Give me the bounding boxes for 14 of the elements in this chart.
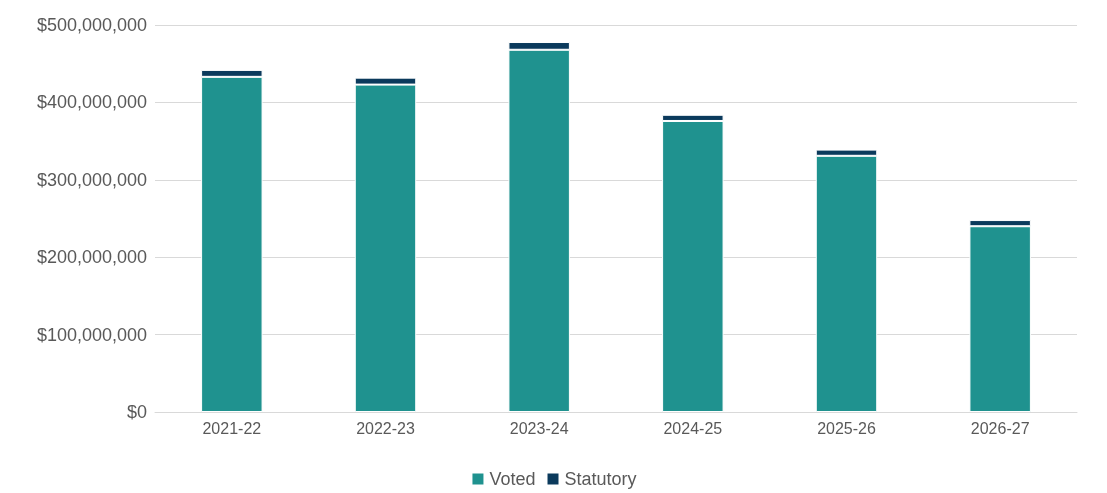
x-tick-label: 2021-22 xyxy=(202,419,262,437)
y-tick-label: $500,000,000 xyxy=(36,15,147,35)
legend-label: Voted xyxy=(489,469,536,489)
x-tick-label: 2025-26 xyxy=(817,419,876,437)
x-tick-label: 2023-24 xyxy=(509,419,569,437)
y-tick-label: $100,000,000 xyxy=(36,324,147,345)
y-tick-label: $300,000,000 xyxy=(36,169,147,190)
x-tick-label: 2024-25 xyxy=(663,419,723,437)
y-tick-label: $200,000,000 xyxy=(36,247,147,268)
x-tick-label: 2022-23 xyxy=(356,419,415,437)
y-tick-label: $0 xyxy=(126,402,147,422)
y-tick-label: $400,000,000 xyxy=(36,92,147,113)
legend-label: Statutory xyxy=(564,469,637,489)
x-tick-label: 2026-27 xyxy=(970,419,1030,437)
